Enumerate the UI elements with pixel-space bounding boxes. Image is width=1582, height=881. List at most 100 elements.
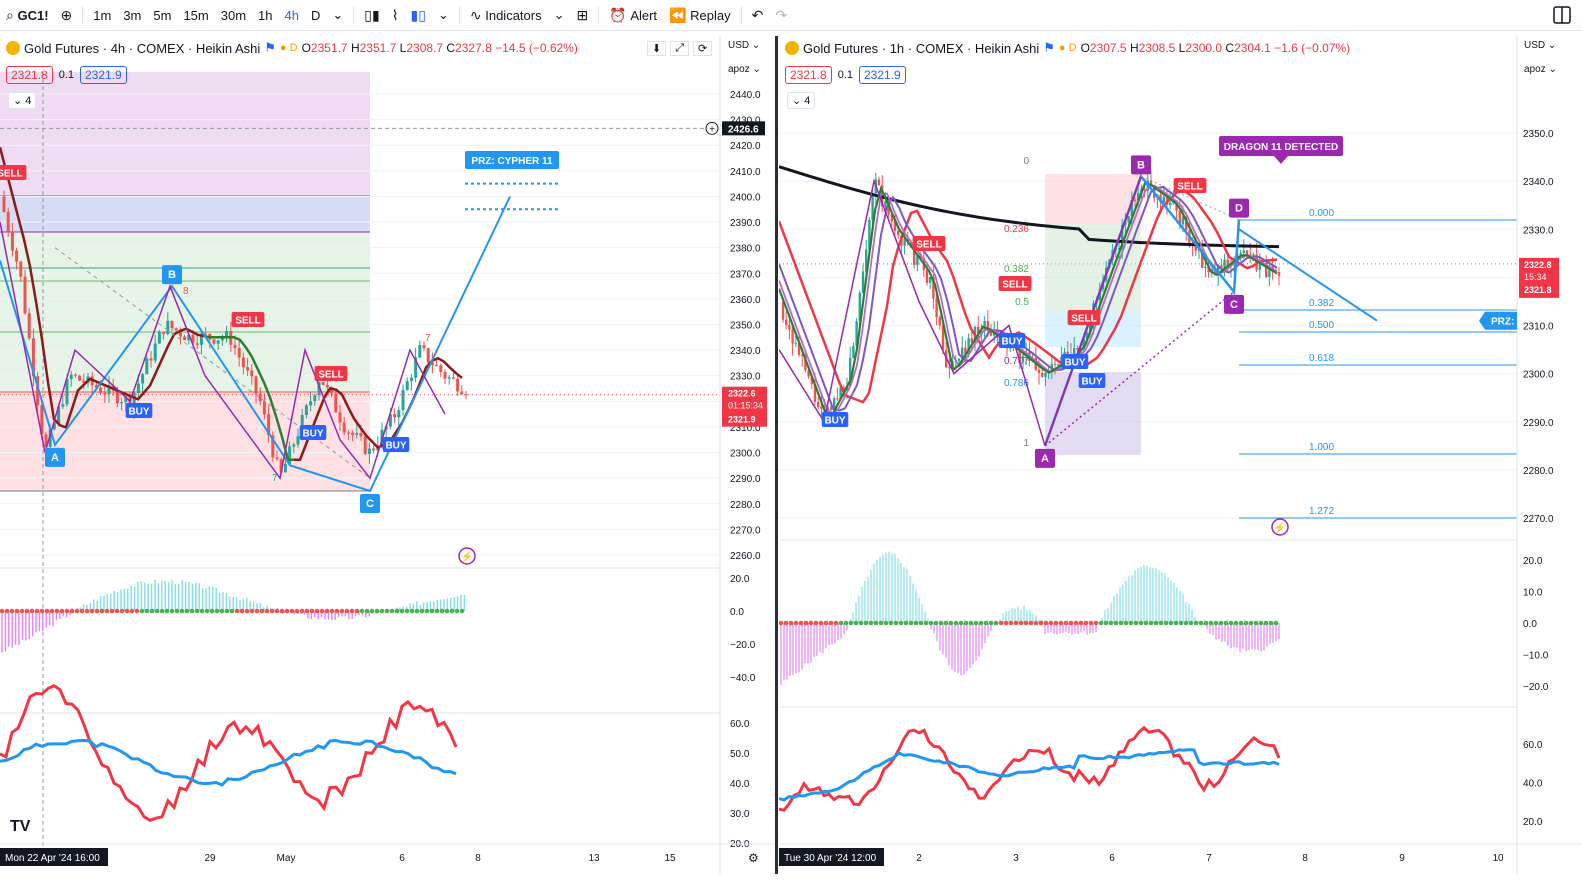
candle-body — [409, 377, 413, 382]
indicators-collapse-toggle[interactable]: ⌄ 4 — [8, 92, 37, 109]
currency-selector[interactable]: USD ⌄ — [1524, 40, 1557, 51]
indicators-button[interactable]: ∿ Indicators — [469, 6, 542, 23]
interval-3m[interactable]: 3m — [123, 7, 142, 23]
bar-type-button[interactable]: ▯▮ — [358, 0, 385, 31]
chart-type-dropdown[interactable]: ⌄ — [432, 0, 455, 31]
candle-body — [153, 343, 157, 361]
pattern-detected-arrow — [1274, 156, 1288, 164]
replay-button[interactable]: ⏪ Replay — [669, 6, 731, 23]
gold-logo-icon — [6, 41, 20, 55]
currency-selector[interactable]: USD ⌄ — [728, 40, 761, 51]
chart-pane-1h[interactable]: 0 0.236 0.382 0.5 0.707 0.786 1 0.000 0.382 0.500… — [779, 36, 1582, 874]
candle-body — [1194, 246, 1197, 251]
candle-body — [810, 376, 813, 384]
price-tick: 2290.0 — [1523, 418, 1554, 429]
candle-body — [1053, 363, 1057, 365]
candle-body — [1204, 266, 1207, 268]
candle-body — [359, 433, 363, 437]
zero-line-dot — [1003, 620, 1009, 626]
fib-level-label: 0.382 — [1309, 298, 1334, 309]
redo-button[interactable]: ↷ — [769, 0, 793, 31]
ask-button[interactable]: 2321.9 — [80, 66, 127, 84]
interval-4h[interactable]: 4h — [284, 7, 299, 23]
candle-body — [107, 385, 111, 395]
slow-line — [779, 748, 1280, 802]
undo-button[interactable]: ↶ — [746, 0, 770, 31]
compare-symbol-button[interactable]: ⊕ — [55, 0, 79, 31]
bar-countdown: 15:34 — [1524, 272, 1547, 282]
candle-body — [1223, 259, 1226, 269]
interval-1m[interactable]: 1m — [93, 7, 112, 23]
interval-30m[interactable]: 30m — [220, 7, 247, 23]
crosshair-time-bg — [0, 848, 108, 866]
prz-label: PRZ: CYPHER 11 — [471, 156, 553, 167]
candle-body — [1277, 271, 1281, 276]
heikin-ashi-icon: ▮▯ — [410, 6, 426, 23]
zero-line-dot — [1248, 620, 1254, 626]
zero-line-dot — [449, 608, 455, 614]
line-type-button[interactable]: ⌇ — [386, 0, 405, 31]
zero-line-dot — [1083, 620, 1089, 626]
interval-1h[interactable]: 1h — [258, 7, 273, 23]
chart-title[interactable]: Gold Futures · 4h · COMEX · Heikin Ashi — [24, 40, 261, 56]
zero-line-dot — [114, 608, 120, 614]
zero-line-dot — [1203, 620, 1209, 626]
bid-button[interactable]: 2321.8 — [785, 66, 832, 84]
interval-d[interactable]: D — [310, 7, 321, 23]
crosshair-price: 2426.6 — [728, 124, 759, 135]
layout-panel-icon[interactable] — [1552, 5, 1572, 25]
chart-pane-4h[interactable]: PRZ: CYPHER 11 A B C SELL BUY SELL BUY SELL BUY 8 7… — [0, 36, 778, 874]
plus-circle-icon: ⊕ — [60, 6, 73, 23]
candle-body — [267, 414, 271, 436]
candle-body — [73, 374, 77, 376]
zero-line-dot — [354, 608, 360, 614]
indicators-collapse-toggle[interactable]: ⌄ 4 — [787, 92, 816, 109]
candle-body — [858, 293, 861, 322]
candle-body — [162, 331, 166, 334]
candle-body — [1089, 323, 1092, 333]
zero-line-dot — [269, 608, 275, 614]
candle-body — [52, 422, 56, 430]
zero-line-dot — [1233, 620, 1239, 626]
symbol-search[interactable]: ⌕ GC1! — [6, 6, 49, 23]
time-label: 15 — [664, 853, 676, 864]
fib-level-label: 0.618 — [1309, 353, 1334, 364]
zero-line-dot — [134, 608, 140, 614]
scale-selector[interactable]: apoz ⌄ — [1524, 64, 1557, 75]
download-icon[interactable]: ⬇ — [647, 41, 667, 56]
zero-line-dot — [1163, 620, 1169, 626]
templates-button[interactable]: ⊞ — [571, 0, 595, 31]
candle-body — [1073, 347, 1076, 355]
flash-icon: ⚡ — [461, 550, 473, 563]
candle-body — [141, 374, 145, 384]
price-tick: 2300.0 — [1523, 370, 1554, 381]
interval-5m[interactable]: 5m — [153, 7, 172, 23]
zero-line-dot — [299, 608, 305, 614]
sync-icon[interactable]: ⟳ — [693, 41, 713, 56]
chart-title[interactable]: Gold Futures · 1h · COMEX · Heikin Ashi — [803, 40, 1040, 56]
candle-body — [23, 276, 27, 314]
candle-body — [191, 334, 195, 344]
candle-body — [884, 201, 887, 207]
zero-line-dot — [429, 608, 435, 614]
heikin-ashi-button[interactable]: ▮▯ — [405, 0, 432, 31]
interval-dropdown[interactable]: ⌄ — [326, 0, 349, 31]
chart-canvas-1h[interactable]: 0 0.236 0.382 0.5 0.707 0.786 1 0.000 0.382 0.500… — [779, 36, 1582, 874]
bid-button[interactable]: 2321.8 — [6, 66, 53, 84]
interval-15m[interactable]: 15m — [183, 7, 209, 23]
zero-line-dot — [149, 608, 155, 614]
alert-button[interactable]: ⏰ Alert — [609, 6, 658, 23]
candle-body — [1082, 338, 1085, 349]
ask-button[interactable]: 2321.9 — [859, 66, 906, 84]
buy-signal-bg — [125, 403, 153, 418]
zero-line-dot — [169, 608, 175, 614]
chart-canvas-4h[interactable]: PRZ: CYPHER 11 A B C SELL BUY SELL BUY SELL BUY 8 7… — [0, 36, 775, 874]
point-a-marker — [1035, 448, 1055, 468]
candle-body — [1137, 192, 1140, 201]
candle-body — [820, 406, 823, 409]
scale-selector[interactable]: apoz ⌄ — [728, 64, 761, 75]
candle-body — [78, 375, 82, 381]
maximize-icon[interactable]: ⤢ — [670, 41, 690, 56]
indicators-dropdown[interactable]: ⌄ — [548, 0, 571, 31]
slow-line — [0, 738, 457, 787]
